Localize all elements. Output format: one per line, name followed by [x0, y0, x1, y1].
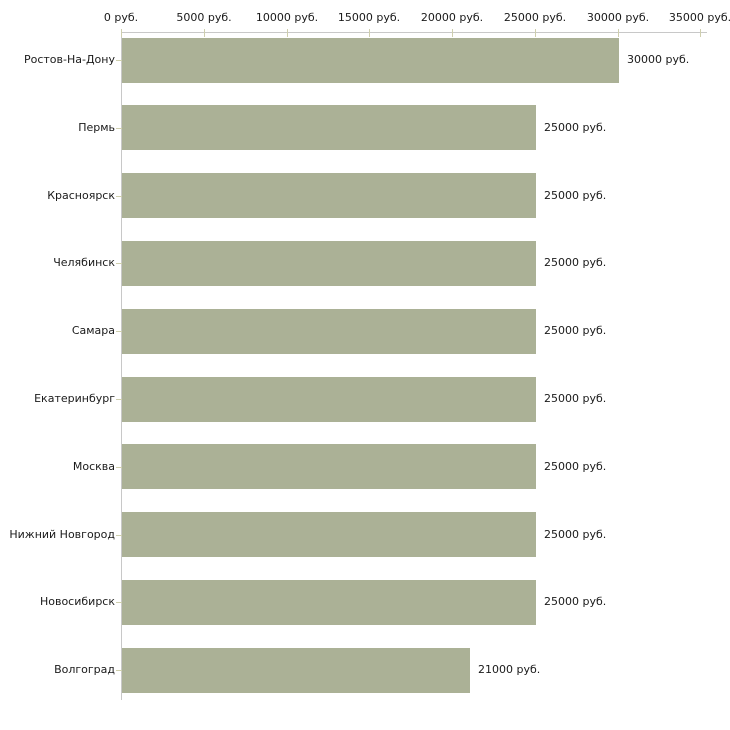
x-tick-label: 5000 руб. [176, 11, 232, 24]
value-label: 25000 руб. [544, 256, 607, 269]
bar [122, 105, 536, 150]
value-label: 25000 руб. [544, 121, 607, 134]
y-tick-mark [116, 399, 122, 400]
x-tick-mark [700, 29, 701, 37]
bar [122, 580, 536, 625]
x-tick-mark [452, 29, 453, 37]
x-tick-label: 15000 руб. [337, 11, 401, 24]
x-tick-mark [204, 29, 205, 37]
x-tick-label: 25000 руб. [503, 11, 567, 24]
category-label: Волгоград [54, 663, 115, 676]
y-tick-mark [116, 670, 122, 671]
x-tick-mark [535, 29, 536, 37]
category-label: Новосибирск [39, 595, 115, 608]
value-label: 21000 руб. [478, 663, 541, 676]
bar [122, 377, 536, 422]
category-label: Челябинск [53, 256, 115, 269]
x-tick-label: 20000 руб. [420, 11, 484, 24]
value-label: 25000 руб. [544, 189, 607, 202]
x-tick-label: 10000 руб. [255, 11, 319, 24]
x-tick-label: 0 руб. [103, 11, 139, 24]
bar [122, 309, 536, 354]
value-label: 25000 руб. [544, 324, 607, 337]
y-tick-mark [116, 128, 122, 129]
x-axis-line [121, 32, 707, 33]
y-tick-mark [116, 196, 122, 197]
x-tick-label: 30000 руб. [586, 11, 650, 24]
y-tick-mark [116, 331, 122, 332]
value-label: 25000 руб. [544, 392, 607, 405]
bar [122, 241, 536, 286]
x-tick-mark [369, 29, 370, 37]
bar [122, 512, 536, 557]
y-tick-mark [116, 263, 122, 264]
value-label: 25000 руб. [544, 460, 607, 473]
x-tick-mark [618, 29, 619, 37]
category-label: Ростов-На-Дону [23, 53, 115, 66]
category-label: Красноярск [47, 189, 115, 202]
bar [122, 444, 536, 489]
value-label: 25000 руб. [544, 595, 607, 608]
category-label: Самара [71, 324, 115, 337]
value-label: 25000 руб. [544, 528, 607, 541]
bar [122, 38, 619, 83]
x-tick-mark [121, 29, 122, 37]
value-label: 30000 руб. [627, 53, 690, 66]
category-label: Пермь [78, 121, 115, 134]
bar [122, 173, 536, 218]
category-label: Нижний Новгород [9, 528, 115, 541]
y-tick-mark [116, 535, 122, 536]
y-axis-line [121, 32, 122, 700]
x-tick-mark [287, 29, 288, 37]
y-tick-mark [116, 602, 122, 603]
category-label: Москва [72, 460, 115, 473]
y-tick-mark [116, 467, 122, 468]
x-tick-label: 35000 руб. [668, 11, 730, 24]
category-label: Екатеринбург [34, 392, 115, 405]
bar [122, 648, 470, 693]
y-tick-mark [116, 60, 122, 61]
